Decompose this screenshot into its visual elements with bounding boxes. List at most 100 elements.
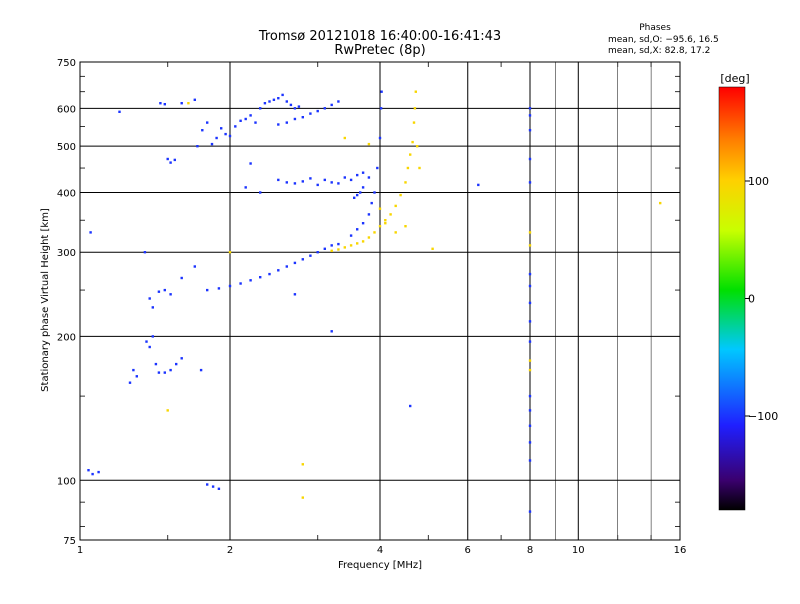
- data-point-X: [343, 136, 346, 140]
- x-tick-label: 1: [77, 545, 83, 556]
- data-point-O: [220, 127, 223, 130]
- data-point-O: [135, 375, 138, 378]
- chart-subtitle: RwPretec (8p): [334, 43, 425, 58]
- data-point-O: [277, 123, 280, 126]
- data-point-O: [244, 117, 247, 121]
- data-point-O: [356, 228, 359, 231]
- data-point-O: [528, 409, 532, 412]
- x-tick-label: 2: [227, 545, 233, 556]
- data-point-O: [316, 183, 319, 187]
- x-axis-label: Frequency [MHz]: [338, 560, 422, 571]
- data-point-X: [528, 368, 532, 372]
- data-point-O: [285, 100, 288, 103]
- data-point-O: [132, 368, 135, 372]
- data-point-O: [373, 191, 376, 194]
- data-point-X: [301, 496, 304, 499]
- data-point-X: [356, 242, 359, 245]
- data-point-O: [210, 142, 214, 146]
- data-point-O: [337, 242, 340, 246]
- data-point-O: [323, 107, 326, 110]
- data-point-X: [367, 236, 371, 239]
- data-point-O: [528, 114, 532, 117]
- data-point-O: [316, 251, 319, 254]
- data-point-O: [163, 288, 166, 292]
- data-point-O: [477, 183, 480, 187]
- data-point-O: [215, 136, 218, 140]
- data-point-X: [367, 142, 371, 146]
- data-point-O: [145, 340, 148, 343]
- data-point-O: [268, 272, 271, 276]
- x-tick-label: 10: [572, 545, 585, 556]
- data-point-O: [367, 176, 371, 179]
- data-point-O: [159, 102, 162, 105]
- data-point-X: [349, 244, 353, 247]
- data-point-O: [234, 125, 237, 128]
- colorbar-tick-label: −100: [748, 410, 778, 423]
- data-point-O: [285, 181, 288, 184]
- data-point-O: [277, 178, 280, 182]
- data-point-X: [378, 207, 382, 210]
- data-point-O: [528, 441, 532, 444]
- data-point-X: [394, 204, 397, 208]
- y-tick-label: 75: [63, 536, 76, 547]
- data-point-O: [97, 470, 100, 474]
- data-point-O: [249, 279, 252, 282]
- data-point-O: [528, 284, 532, 288]
- data-point-O: [211, 485, 215, 488]
- phases-title: Phases: [639, 23, 671, 33]
- data-point-X: [384, 219, 387, 222]
- data-point-O: [353, 196, 356, 199]
- data-point-O: [163, 371, 166, 374]
- data-point-O: [91, 472, 94, 476]
- data-point-O: [316, 109, 319, 113]
- data-point-O: [293, 107, 297, 110]
- data-point-O: [224, 132, 227, 136]
- data-point-O: [206, 483, 209, 486]
- data-point-O: [228, 284, 232, 288]
- data-point-X: [431, 247, 434, 250]
- data-point-X: [399, 193, 402, 197]
- data-point-O: [157, 371, 161, 374]
- data-point-X: [330, 249, 333, 252]
- data-point-O: [289, 103, 293, 107]
- data-point-O: [169, 293, 172, 296]
- data-point-O: [151, 335, 154, 338]
- phases-line-o: mean, sd,O: −95.6, 16.5: [608, 35, 719, 45]
- data-point-O: [263, 102, 267, 105]
- colorbar: [718, 86, 746, 511]
- data-point-O: [166, 157, 169, 161]
- data-point-O: [259, 276, 262, 279]
- x-tick-label: 4: [377, 545, 383, 556]
- data-point-X: [414, 90, 417, 93]
- data-point-O: [173, 158, 176, 162]
- y-tick-label: 400: [57, 188, 76, 199]
- data-point-O: [361, 186, 365, 189]
- data-points: [87, 90, 662, 513]
- data-point-O: [528, 394, 532, 398]
- data-point-X: [301, 463, 304, 466]
- data-point-O: [193, 265, 196, 268]
- data-point-O: [528, 510, 532, 513]
- data-point-X: [416, 145, 419, 148]
- data-point-O: [528, 129, 532, 132]
- phases-line-x: mean, sd,X: 82.8, 17.2: [608, 46, 710, 56]
- data-point-X: [166, 409, 169, 412]
- data-point-O: [143, 251, 147, 254]
- data-point-O: [330, 103, 333, 107]
- data-point-O: [259, 107, 262, 110]
- colorbar-label: [deg]: [720, 72, 749, 85]
- data-point-O: [330, 330, 333, 333]
- data-point-O: [409, 404, 412, 408]
- data-point-O: [301, 116, 304, 119]
- data-point-O: [293, 182, 297, 185]
- data-point-O: [118, 110, 121, 113]
- data-point-O: [379, 107, 383, 110]
- data-point-O: [356, 193, 359, 197]
- data-point-O: [89, 231, 92, 234]
- data-point-O: [180, 102, 183, 105]
- axis-ticks: 1 2 4 6 8 10 16 75 100 200 300 400 500 600 750: [57, 58, 686, 556]
- data-point-X: [384, 222, 387, 225]
- data-point-O: [285, 121, 288, 124]
